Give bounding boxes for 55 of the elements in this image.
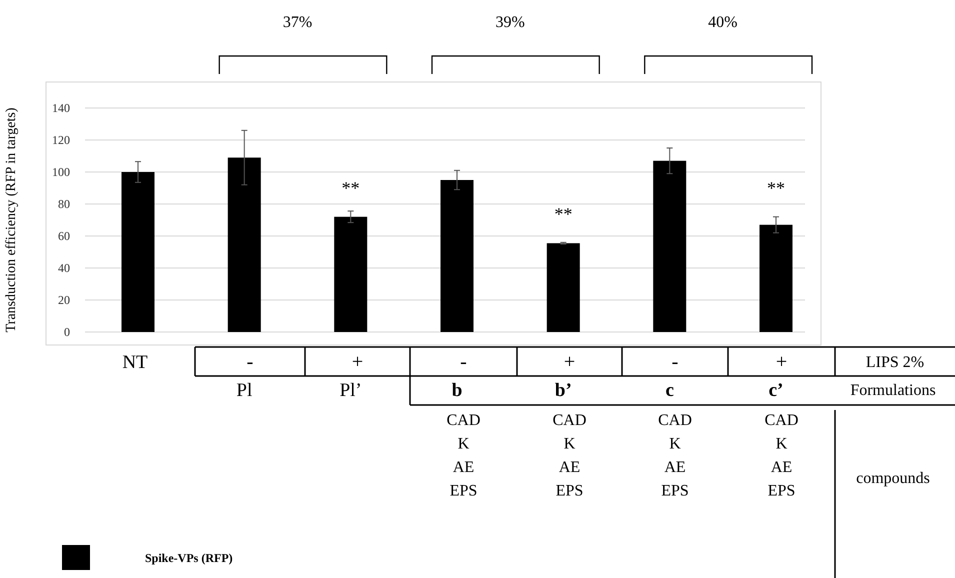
bar: [546, 243, 580, 332]
x-tick-label: Pl’: [340, 380, 362, 401]
text: K: [669, 436, 682, 452]
text: CAD: [658, 412, 692, 429]
text: +: [776, 351, 788, 373]
text: 37%: [282, 14, 312, 31]
text: +: [564, 351, 576, 373]
annotation: **: [554, 204, 572, 224]
y-tick-label: 60: [58, 229, 70, 243]
text: +: [352, 351, 364, 373]
text: EPS: [556, 482, 584, 500]
text: EPS: [450, 482, 478, 500]
bar: [440, 180, 474, 332]
text: EPS: [768, 482, 796, 500]
text: 39%: [496, 14, 525, 31]
text: -: [460, 351, 467, 373]
y-tick-label: 100: [52, 165, 70, 179]
bar: [760, 224, 792, 332]
x-tick-label: b’: [554, 380, 572, 401]
y-tick-label: 20: [58, 293, 70, 307]
text: CAD: [552, 412, 586, 429]
bar: [653, 160, 686, 332]
text: -: [246, 351, 254, 373]
y-axis-title: Transduction efficiency (RFP in targets): [4, 107, 19, 332]
x-tick-label: Pl: [236, 380, 252, 401]
text: Spike-VPs (RFP): [145, 551, 233, 565]
bar: [228, 158, 261, 332]
text: LIPS 2%: [866, 354, 924, 371]
annotation: **: [767, 178, 785, 198]
text: K: [776, 436, 788, 452]
y-tick-label: 40: [58, 261, 70, 275]
bar: [334, 216, 368, 332]
text: CAD: [764, 412, 798, 429]
text: 40%: [708, 14, 738, 31]
text: Formulations: [850, 382, 936, 399]
y-tick-label: 120: [52, 133, 70, 147]
text: K: [564, 436, 576, 452]
y-tick-label: 0: [64, 325, 70, 339]
text: CAD: [446, 412, 480, 429]
annotation: **: [342, 178, 360, 198]
x-tick-label: c’: [768, 380, 784, 401]
y-tick-label: 80: [58, 197, 70, 211]
bar: [122, 172, 154, 332]
text: AE: [452, 459, 474, 476]
text: K: [458, 436, 470, 452]
text: AE: [770, 459, 792, 476]
text: compounds: [856, 470, 930, 487]
x-tick-label: b: [452, 380, 462, 401]
x-tick-label: c: [665, 380, 674, 401]
text: AE: [558, 459, 580, 476]
x-tick-label: NT: [122, 352, 148, 373]
text: -: [672, 351, 678, 373]
text: EPS: [661, 482, 689, 500]
y-tick-label: 140: [52, 101, 70, 115]
text: AE: [664, 459, 686, 476]
